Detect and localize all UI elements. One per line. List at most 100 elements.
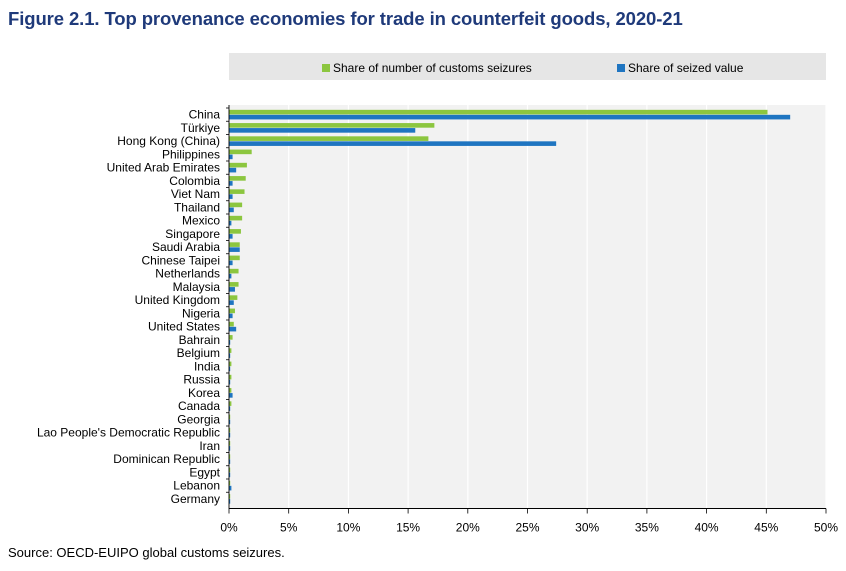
category-label: Germany	[171, 492, 220, 506]
bar-seizures	[229, 215, 243, 221]
category-label: Hong Kong (China)	[117, 134, 220, 148]
bar-seizures	[229, 335, 233, 340]
x-tick-label: 20%	[456, 521, 480, 535]
x-tick-label: 40%	[695, 521, 719, 535]
bar-seized-value	[229, 194, 233, 199]
bar-seized-value	[229, 446, 231, 451]
legend-swatch-seizures	[322, 64, 330, 72]
x-tick-label: 35%	[635, 521, 659, 535]
bar-seized-value	[229, 406, 231, 411]
category-label: Lao People's Democratic Republic	[37, 426, 220, 440]
bar-seized-value	[229, 207, 234, 213]
x-tick-label: 5%	[280, 521, 298, 535]
bar-seized-value	[229, 154, 233, 160]
category-label: United Arab Emirates	[107, 161, 220, 175]
category-label: Chinese Taipei	[142, 253, 221, 267]
category-label: Russia	[183, 373, 220, 387]
bar-chart: 0% 5% 10% 15% 20% 25% 30% 35% 40% 45% 50% ChinaTürk…	[37, 105, 838, 535]
bar-seizures	[229, 494, 231, 499]
bar-seized-value	[229, 128, 416, 133]
bar-seizures	[229, 427, 231, 433]
bar-seizures	[229, 149, 252, 155]
bar-seizures	[229, 388, 232, 393]
bar-seized-value	[229, 419, 231, 425]
category-label: Saudi Arabia	[152, 240, 220, 254]
bar-seizures	[229, 454, 231, 459]
bar-seizures	[229, 242, 240, 247]
bar-seized-value	[229, 485, 232, 491]
bar-seized-value	[229, 353, 231, 358]
legend-item-value: Share of seized value	[617, 61, 743, 75]
category-label: Dominican Republic	[113, 452, 220, 466]
legend-item-seizures: Share of number of customs seizures	[322, 61, 532, 75]
x-tick-label: 10%	[336, 521, 360, 535]
bar-seizures	[229, 348, 232, 353]
bar-seized-value	[229, 167, 237, 173]
bar-seizures	[229, 109, 768, 115]
category-label: Nigeria	[182, 306, 220, 320]
x-tick-label: 25%	[515, 521, 539, 535]
bar-seizures	[229, 480, 231, 486]
legend-swatch-value	[617, 64, 625, 72]
bar-seized-value	[229, 300, 234, 305]
category-label: China	[189, 108, 221, 122]
bar-seized-value	[229, 234, 233, 239]
category-label: Türkiye	[181, 121, 221, 135]
bar-seizures	[229, 441, 231, 446]
figure-title: Figure 2.1. Top provenance economies for…	[8, 8, 683, 29]
bar-seized-value	[229, 273, 232, 279]
bar-seizures	[229, 308, 235, 314]
category-label: United States	[148, 320, 220, 334]
bar-seizures	[229, 361, 232, 367]
bar-seizures	[229, 202, 243, 208]
category-label: Lebanon	[173, 479, 220, 493]
bar-seized-value	[229, 141, 557, 146]
category-label: Bahrain	[179, 333, 220, 347]
category-label: Netherlands	[155, 267, 220, 281]
chart-legend: Share of number of customs seizures Shar…	[229, 53, 826, 80]
bar-seized-value	[229, 432, 231, 438]
category-label: United Kingdom	[135, 293, 220, 307]
bar-seizures	[229, 282, 239, 287]
category-label: Georgia	[177, 412, 220, 426]
bar-seizures	[229, 123, 435, 128]
category-label: Malaysia	[173, 280, 221, 294]
bar-seizures	[229, 414, 231, 420]
bar-seizures	[229, 321, 234, 327]
category-label: India	[194, 359, 220, 373]
category-label: Mexico	[182, 214, 220, 228]
x-tick-label: 0%	[220, 521, 238, 535]
category-label: Canada	[178, 399, 220, 413]
bar-seized-value	[229, 472, 231, 478]
bar-seized-value	[229, 247, 240, 252]
category-label: Colombia	[169, 174, 220, 188]
bar-seized-value	[229, 393, 233, 398]
category-label: Korea	[188, 386, 220, 400]
bar-seized-value	[229, 379, 231, 385]
bar-seizures	[229, 189, 245, 194]
category-label: Singapore	[165, 227, 220, 241]
bar-seized-value	[229, 313, 233, 319]
bar-seized-value	[229, 287, 235, 292]
bar-seized-value	[229, 220, 232, 226]
bar-seizures	[229, 268, 239, 274]
bar-seizures	[229, 136, 429, 141]
category-label: Belgium	[177, 346, 220, 360]
x-tick-label: 45%	[754, 521, 778, 535]
bar-seizures	[229, 374, 232, 380]
legend-label-seizures: Share of number of customs seizures	[333, 61, 532, 75]
bar-seizures	[229, 229, 241, 234]
bar-seized-value	[229, 181, 233, 186]
bar-seized-value	[229, 459, 231, 464]
category-label: Thailand	[174, 200, 220, 214]
bar-seizures	[229, 467, 231, 473]
bar-seized-value	[229, 326, 237, 332]
bar-seizures	[229, 255, 240, 261]
x-tick-label: 50%	[814, 521, 838, 535]
bar-seized-value	[229, 260, 233, 266]
bar-seized-value	[229, 499, 231, 504]
x-tick-label: 15%	[396, 521, 420, 535]
category-label: Philippines	[162, 147, 220, 161]
bar-seizures	[229, 176, 246, 181]
category-label: Iran	[199, 439, 220, 453]
